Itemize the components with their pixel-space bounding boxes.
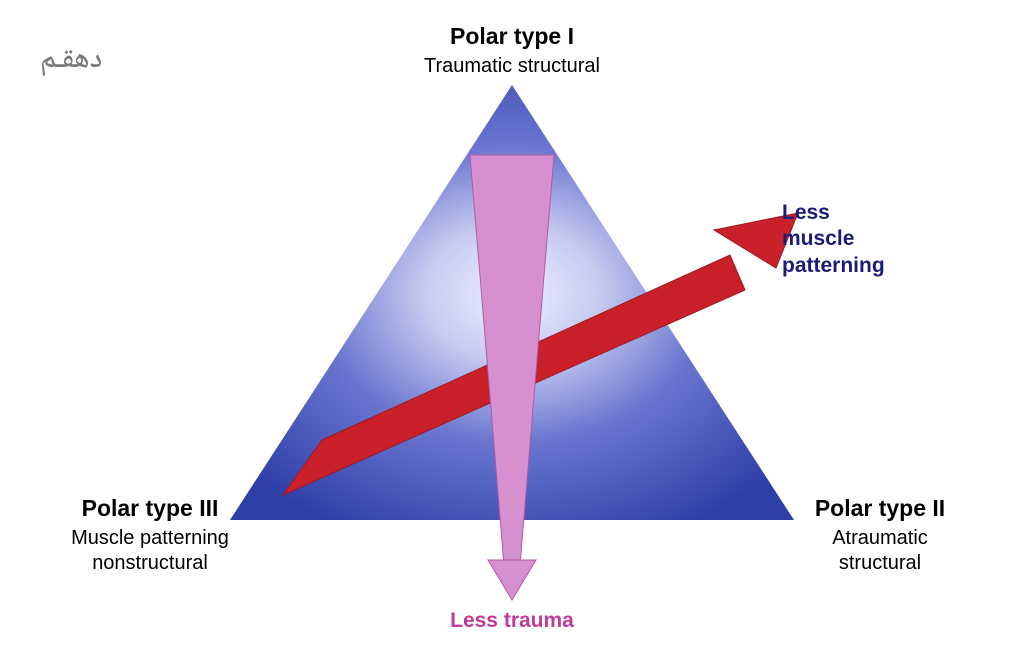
- pink-arrow-label: Less trauma: [412, 608, 612, 634]
- vertex-top-sub: Traumatic structural: [362, 54, 662, 79]
- vertex-top: Polar type I Traumatic structural: [362, 22, 662, 79]
- vertex-right: Polar type II Atraumatic structural: [780, 494, 980, 576]
- red-arrow-label: Less muscle patterning: [782, 200, 942, 279]
- vertex-right-sub: Atraumatic structural: [780, 526, 980, 576]
- vertex-left: Polar type III Muscle patterning nonstru…: [30, 494, 270, 576]
- vertex-right-title: Polar type II: [780, 494, 980, 523]
- vertex-top-title: Polar type I: [362, 22, 662, 51]
- vertex-left-sub: Muscle patterning nonstructural: [30, 526, 270, 576]
- vertex-left-title: Polar type III: [30, 494, 270, 523]
